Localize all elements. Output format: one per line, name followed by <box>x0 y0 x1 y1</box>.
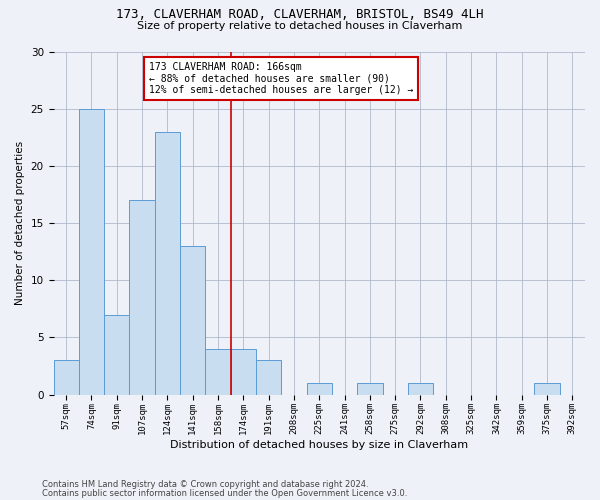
Bar <box>408 383 433 394</box>
Y-axis label: Number of detached properties: Number of detached properties <box>15 141 25 305</box>
Text: 173 CLAVERHAM ROAD: 166sqm
← 88% of detached houses are smaller (90)
12% of semi: 173 CLAVERHAM ROAD: 166sqm ← 88% of deta… <box>149 62 413 95</box>
Bar <box>357 383 383 394</box>
Text: Contains HM Land Registry data © Crown copyright and database right 2024.: Contains HM Land Registry data © Crown c… <box>42 480 368 489</box>
Bar <box>230 349 256 395</box>
Bar <box>130 200 155 394</box>
Text: Size of property relative to detached houses in Claverham: Size of property relative to detached ho… <box>137 21 463 31</box>
Text: 173, CLAVERHAM ROAD, CLAVERHAM, BRISTOL, BS49 4LH: 173, CLAVERHAM ROAD, CLAVERHAM, BRISTOL,… <box>116 8 484 20</box>
X-axis label: Distribution of detached houses by size in Claverham: Distribution of detached houses by size … <box>170 440 469 450</box>
Bar <box>307 383 332 394</box>
Bar <box>180 246 205 394</box>
Bar <box>79 108 104 395</box>
Text: Contains public sector information licensed under the Open Government Licence v3: Contains public sector information licen… <box>42 488 407 498</box>
Bar <box>256 360 281 394</box>
Bar <box>53 360 79 394</box>
Bar <box>205 349 230 395</box>
Bar <box>155 132 180 394</box>
Bar <box>535 383 560 394</box>
Bar <box>104 314 130 394</box>
